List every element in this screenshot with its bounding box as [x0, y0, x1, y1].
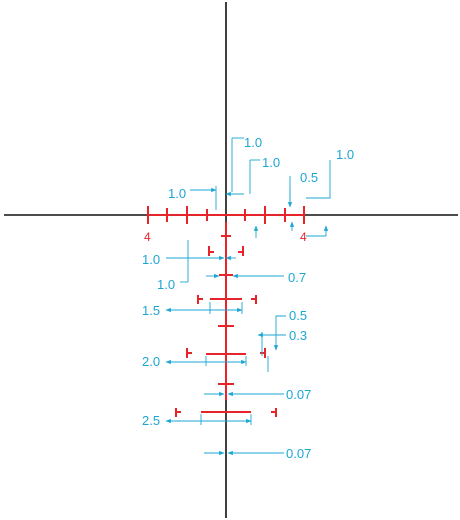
label-dot-07: 0.7: [288, 270, 306, 285]
label-gap-007-a: 0.07: [286, 387, 311, 402]
label-bar-25: 2.5: [142, 413, 160, 428]
horizontal-subtension-marks: [147, 206, 305, 224]
label-h-dim-1: 1.0: [244, 135, 262, 150]
dimension-labels: 4 4 1.0 1.0 1.0 1.0 0.5 1.0 1.0 0.7 1.5 …: [142, 135, 354, 461]
label-bar-15: 1.5: [142, 303, 160, 318]
bracket-15-right: [251, 295, 257, 304]
label-dim-03: 0.3: [289, 328, 307, 343]
label-h-dim-3: 1.0: [168, 186, 186, 201]
bracket-15-left: [197, 295, 203, 304]
crosshair: [4, 2, 458, 518]
bracket-top-right: [238, 246, 244, 256]
dim-05-small: [273, 315, 286, 351]
leader-right-1: [306, 160, 331, 199]
dimension-lines: [165, 137, 331, 456]
bracket-25-right: [271, 408, 277, 417]
label-dim-05: 0.5: [289, 308, 307, 323]
label-right-4: 4: [300, 230, 307, 244]
label-left-4: 4: [144, 230, 151, 244]
label-h-dim-2: 1.0: [262, 155, 280, 170]
label-gap-007-b: 0.07: [286, 446, 311, 461]
label-h-dim-05: 0.5: [300, 170, 318, 185]
bracket-20-right: [260, 348, 266, 358]
wind-bracket-marks: [175, 246, 277, 417]
bracket-20-left: [186, 348, 192, 358]
bracket-top-left: [208, 246, 214, 256]
label-v-dim-1: 1.0: [142, 252, 160, 267]
label-v-dim-2: 1.0: [157, 277, 175, 292]
bracket-25-left: [175, 408, 181, 417]
label-bar-20: 2.0: [142, 354, 160, 369]
label-h-dim-4: 1.0: [336, 147, 354, 162]
